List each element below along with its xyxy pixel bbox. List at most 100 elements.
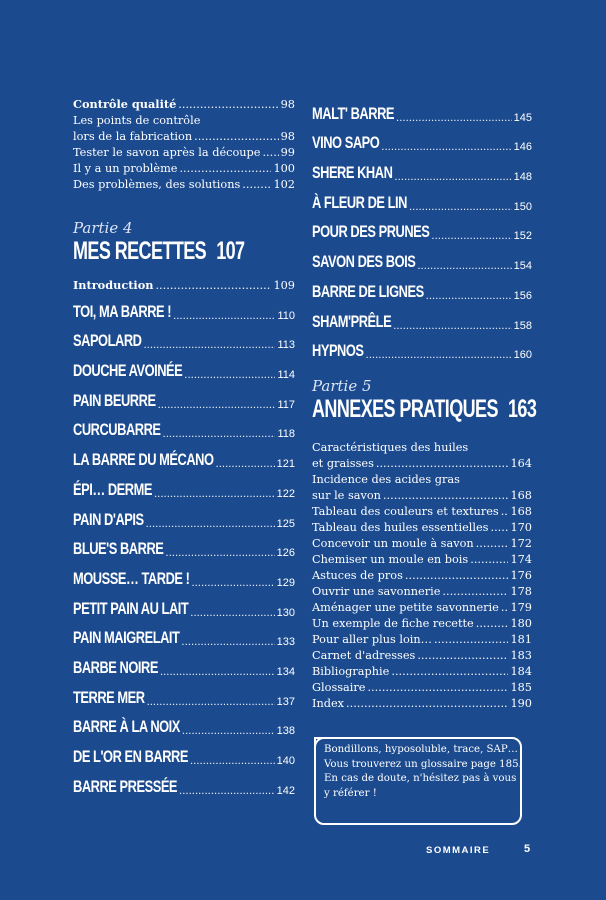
recipe-page: 113 xyxy=(277,339,295,352)
recipe-title: BARRE DE LIGNES xyxy=(312,282,424,301)
toc-recipe-entry[interactable]: BLUE'S BARRE 126 xyxy=(73,532,295,562)
recipe-title: CURCUBARRE xyxy=(73,421,161,440)
toc-entry-title: Tableau des couleurs et textures xyxy=(312,505,499,519)
toc-entry-page: 178 xyxy=(510,585,532,599)
part4-header: Partie 4 MES RECETTES 107 xyxy=(73,219,295,266)
leader-dots xyxy=(381,142,511,153)
recipe-title: TERRE MER xyxy=(73,688,145,707)
toc-entry[interactable]: Les points de contrôle lors de la fabrica… xyxy=(73,113,295,145)
recipe-page: 150 xyxy=(513,200,532,213)
recipe-title: DE L'OR EN BARRE xyxy=(73,748,188,766)
toc-entry[interactable]: Glossaire 185 xyxy=(312,680,532,696)
toc-recipe-entry[interactable]: TERRE MER 137 xyxy=(73,680,295,710)
toc-recipe-entry[interactable]: BARRE PRESSÉE 142 xyxy=(73,769,295,799)
toc-entry-introduction[interactable]: Introduction109 xyxy=(73,277,295,294)
recipe-title: PAIN D'APIS xyxy=(73,510,144,529)
toc-entry-page: 190 xyxy=(510,697,532,711)
recipe-title: BLUE'S BARRE xyxy=(73,540,164,559)
toc-entry[interactable]: Contrôle qualité 98 xyxy=(73,96,295,113)
toc-entry[interactable]: Chemiser un moule en bois 174 xyxy=(312,552,532,568)
toc-entry[interactable]: Il y a un problème 100 xyxy=(73,161,295,177)
leader-dots xyxy=(143,340,275,351)
leader-dots xyxy=(194,129,279,145)
toc-entry-title: Tableau des huiles essentielles xyxy=(312,521,489,535)
toc-entry[interactable]: Caractéristiques des huiles et graisses 16… xyxy=(312,440,532,472)
toc-recipe-entry[interactable]: POUR DES PRUNES 152 xyxy=(312,215,532,245)
recipe-page: 152 xyxy=(513,230,532,243)
toc-recipe-entry[interactable]: BARRE DE LIGNES 156 xyxy=(312,274,532,304)
toc-entry[interactable]: Tableau des couleurs et textures 168 xyxy=(312,504,532,520)
toc-recipe-entry[interactable]: TOI, MA BARRE ! 110 xyxy=(73,294,295,324)
leader-dots xyxy=(393,321,511,332)
recipe-title: BARRE PRESSÉE xyxy=(73,777,178,796)
toc-recipe-entry[interactable]: À FLEUR DE LIN 150 xyxy=(312,185,532,215)
part4-recipe-list-continued: MALT' BARRE145VINO SAPO146SHERE KHAN148À… xyxy=(312,96,532,363)
toc-recipe-entry[interactable]: BARRE À LA NOIX 138 xyxy=(73,710,295,740)
part5-title: ANNEXES PRATIQUES 163 xyxy=(312,395,537,424)
recipe-title: PETIT PAIN AU LAIT xyxy=(73,599,189,618)
part5-header: Partie 5 ANNEXES PRATIQUES 163 xyxy=(312,377,537,424)
recipe-page: 145 xyxy=(513,111,532,124)
toc-recipe-entry[interactable]: PETIT PAIN AU LAIT 130 xyxy=(73,591,295,621)
recipe-title: SAPOLARD xyxy=(73,332,142,351)
recipe-page: 140 xyxy=(276,755,295,767)
toc-recipe-entry[interactable]: DE L'OR EN BARRE 140 xyxy=(73,739,295,769)
toc-recipe-entry[interactable]: DOUCHE AVOINÉE 114 xyxy=(73,353,295,383)
toc-entry[interactable]: Carnet d'adresses 183 xyxy=(312,648,532,664)
toc-entry[interactable]: Index 190 xyxy=(312,696,532,712)
part4-label: Partie 4 xyxy=(73,219,133,237)
toc-recipe-entry[interactable]: PAIN MAIGRELAIT 133 xyxy=(73,621,295,651)
toc-entry-title: Aménager une petite savonnerie xyxy=(312,601,499,615)
toc-entry-title: sur le savon xyxy=(312,489,381,503)
leader-dots xyxy=(173,311,275,322)
toc-entry[interactable]: Pour aller plus loin… 181 xyxy=(312,632,532,648)
recipe-page: 114 xyxy=(277,369,295,382)
toc-recipe-entry[interactable]: HYPNOS 160 xyxy=(312,334,532,364)
toc-recipe-entry[interactable]: MALT' BARRE 145 xyxy=(312,96,532,126)
toc-recipe-entry[interactable]: VINO SAPO 146 xyxy=(312,126,532,156)
toc-recipe-entry[interactable]: SHAM'PRÊLE 158 xyxy=(312,304,532,334)
toc-entry[interactable]: Bibliographie 184 xyxy=(312,664,532,680)
toc-entry-page: 100 xyxy=(273,162,295,175)
toc-recipe-entry[interactable]: PAIN D'APIS 125 xyxy=(73,502,295,532)
tip-line: y référer ! xyxy=(324,787,377,799)
toc-entry-title-line: Caractéristiques des huiles xyxy=(312,441,469,455)
toc-entry[interactable]: Concevoir un moule à savon 172 xyxy=(312,536,532,552)
toc-entry-page: 183 xyxy=(510,649,532,663)
toc-entry[interactable]: Tableau des huiles essentielles 170 xyxy=(312,520,532,536)
toc-recipe-entry[interactable]: ÉPI… DERME 122 xyxy=(73,472,295,502)
leader-dots xyxy=(442,584,508,600)
toc-recipe-entry[interactable]: BARBE NOIRE 134 xyxy=(73,650,295,680)
recipe-page: 133 xyxy=(276,636,295,649)
toc-recipe-entry[interactable]: CURCUBARRE 118 xyxy=(73,413,295,443)
toc-entry-page: 172 xyxy=(510,537,532,551)
toc-recipe-entry[interactable]: SAVON DES BOIS 154 xyxy=(312,244,532,274)
toc-recipe-entry[interactable]: SHERE KHAN 148 xyxy=(312,155,532,185)
toc-recipe-entry[interactable]: PAIN BEURRE 117 xyxy=(73,383,295,413)
toc-entry-title: Contrôle qualité xyxy=(73,97,177,111)
toc-entry[interactable]: Aménager une petite savonnerie 179 xyxy=(312,600,532,616)
leader-dots xyxy=(346,696,508,712)
recipe-page: 110 xyxy=(277,309,295,322)
toc-entry[interactable]: Un exemple de fiche recette 180 xyxy=(312,616,532,632)
recipe-title: BARRE À LA NOIX xyxy=(73,718,180,737)
leader-dots xyxy=(391,664,508,680)
recipe-title: BARBE NOIRE xyxy=(73,658,158,677)
toc-entry[interactable]: Ouvrir une savonnerie 178 xyxy=(312,584,532,600)
toc-entry-title: Index xyxy=(312,697,345,711)
toc-recipe-entry[interactable]: LA BARRE DU MÉCANO 121 xyxy=(73,442,295,472)
toc-entry-page: 176 xyxy=(510,569,532,583)
toc-recipe-entry[interactable]: MOUSSE… TARDE ! 129 xyxy=(73,561,295,591)
part5-entry-list: Caractéristiques des huiles et graisses 16… xyxy=(312,440,532,712)
toc-entry[interactable]: Astuces de pros 176 xyxy=(312,568,532,584)
toc-recipe-entry[interactable]: SAPOLARD 113 xyxy=(73,324,295,354)
toc-entry-title: Concevoir un moule à savon xyxy=(312,537,474,551)
leader-dots xyxy=(146,519,275,530)
toc-entry-title: Tester le savon après la découpe xyxy=(73,146,261,159)
toc-entry[interactable]: Incidence des acides gras sur le savon 168 xyxy=(312,472,532,504)
toc-entry[interactable]: Tester le savon après la découpe 99 xyxy=(73,145,295,161)
leader-dots xyxy=(262,145,278,161)
toc-entry[interactable]: Des problèmes, des solutions 102 xyxy=(73,177,295,193)
leader-dots xyxy=(490,520,508,536)
toc-entry-title: Carnet d'adresses xyxy=(312,649,416,663)
